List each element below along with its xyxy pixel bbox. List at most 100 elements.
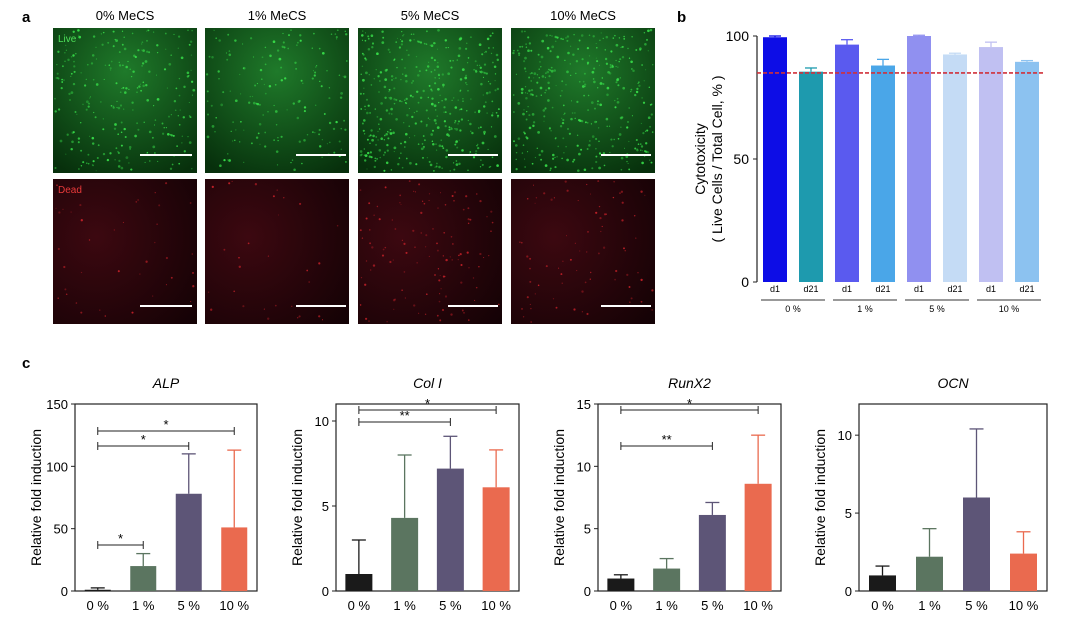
- micrograph-live-10pct: [511, 28, 655, 173]
- live-cell-dot: [627, 121, 629, 123]
- dead-cell-dot: [318, 315, 321, 318]
- live-cell-dot: [321, 156, 323, 158]
- live-cell-dot: [259, 68, 263, 72]
- live-cell-dot: [240, 93, 242, 95]
- live-cell-dot: [249, 95, 252, 98]
- live-cell-dot: [71, 140, 74, 144]
- live-cell-dot: [120, 121, 123, 124]
- live-cell-dot: [442, 147, 445, 149]
- live-cell-dot: [177, 47, 179, 49]
- live-cell-dot: [421, 143, 424, 145]
- dead-cell-dot: [640, 300, 643, 303]
- dead-cell-dot: [479, 252, 482, 256]
- live-cell-dot: [141, 65, 144, 67]
- live-cell-dot: [178, 77, 181, 80]
- live-cell-dot: [438, 77, 440, 79]
- live-cell-dot: [114, 123, 117, 126]
- dead-cell-dot: [530, 307, 532, 310]
- live-cell-dot: [118, 64, 122, 67]
- live-cell-dot: [249, 37, 253, 40]
- dead-cell-dot: [359, 229, 362, 232]
- dead-cell-dot: [444, 204, 447, 206]
- live-cell-dot: [258, 103, 261, 106]
- live-cell-dot: [599, 82, 603, 85]
- dead-cell-dot: [382, 248, 385, 251]
- live-cell-dot: [219, 164, 222, 167]
- live-cell-dot: [628, 140, 630, 143]
- live-cell-dot: [418, 40, 421, 44]
- live-cell-dot: [478, 43, 482, 47]
- y-tick-label: 150: [46, 397, 68, 412]
- bar: [763, 37, 787, 283]
- live-cell-dot: [122, 86, 125, 89]
- live-cell-dot: [595, 160, 598, 164]
- live-cell-dot: [454, 122, 456, 124]
- live-cell-dot: [522, 144, 525, 146]
- live-cell-dot: [466, 62, 469, 64]
- live-cell-dot: [368, 74, 370, 76]
- live-cell-dot: [426, 30, 428, 33]
- live-cell-dot: [178, 35, 181, 38]
- live-cell-dot: [467, 119, 469, 122]
- live-cell-dot: [115, 39, 118, 42]
- live-cell-dot: [433, 104, 437, 108]
- live-cell-dot: [377, 139, 379, 141]
- x-tick-label: 0 %: [871, 598, 894, 613]
- dead-cell-dot: [444, 295, 448, 298]
- live-cell-dot: [112, 30, 115, 33]
- dead-cell-dot: [550, 198, 553, 201]
- live-cell-dot: [338, 74, 341, 77]
- live-cell-dot: [437, 87, 440, 91]
- live-cell-dot: [100, 101, 102, 103]
- live-cell-dot: [635, 90, 639, 94]
- live-cell-dot: [383, 169, 386, 172]
- live-cell-dot: [136, 122, 139, 125]
- live-cell-dot: [420, 147, 424, 151]
- live-cell-dot: [474, 60, 477, 63]
- x-tick-label: 10 %: [1009, 598, 1039, 613]
- live-cell-dot: [542, 109, 546, 112]
- live-cell-dot: [617, 84, 620, 87]
- live-cell-dot: [296, 116, 300, 120]
- live-cell-dot: [123, 127, 126, 131]
- live-cell-dot: [550, 130, 552, 132]
- live-cell-dot: [188, 141, 192, 144]
- live-cell-dot: [434, 166, 436, 168]
- y-axis-label: Relative fold induction: [28, 429, 44, 566]
- live-cell-dot: [578, 80, 581, 83]
- dead-cell-dot: [442, 275, 445, 278]
- live-cell-dot: [123, 108, 125, 110]
- dead-cell-dot: [537, 284, 540, 287]
- live-cell-dot: [431, 97, 434, 100]
- live-cell-dot: [383, 154, 385, 156]
- live-cell-dot: [528, 89, 531, 93]
- live-cell-dot: [611, 145, 614, 148]
- live-cell-dot: [367, 47, 371, 51]
- dead-cell-dot: [576, 270, 578, 272]
- dead-cell-dot: [553, 197, 555, 199]
- plot-frame: [597, 403, 782, 592]
- live-cell-dot: [578, 39, 581, 42]
- dead-cell-dot: [424, 246, 427, 248]
- live-cell-dot: [277, 139, 279, 142]
- live-cell-dot: [596, 103, 599, 106]
- live-cell-dot: [409, 94, 412, 97]
- live-cell-dot: [444, 125, 447, 128]
- dead-cell-dot: [298, 315, 301, 318]
- dead-cell-dot: [497, 303, 500, 306]
- live-cell-dot: [524, 86, 527, 88]
- column-title-10pct: 10% MeCS: [550, 8, 616, 23]
- dead-cell-dot: [210, 308, 213, 311]
- live-cell-dot: [335, 36, 338, 39]
- bar: [482, 487, 510, 591]
- live-cell-dot: [547, 99, 550, 102]
- live-cell-dot: [525, 96, 528, 100]
- live-cell-dot: [73, 70, 76, 73]
- live-cell-dot: [361, 34, 364, 37]
- live-cell-dot: [403, 33, 405, 36]
- live-cell-dot: [107, 41, 110, 44]
- dead-cell-dot: [445, 258, 448, 262]
- live-cell-dot: [146, 39, 148, 42]
